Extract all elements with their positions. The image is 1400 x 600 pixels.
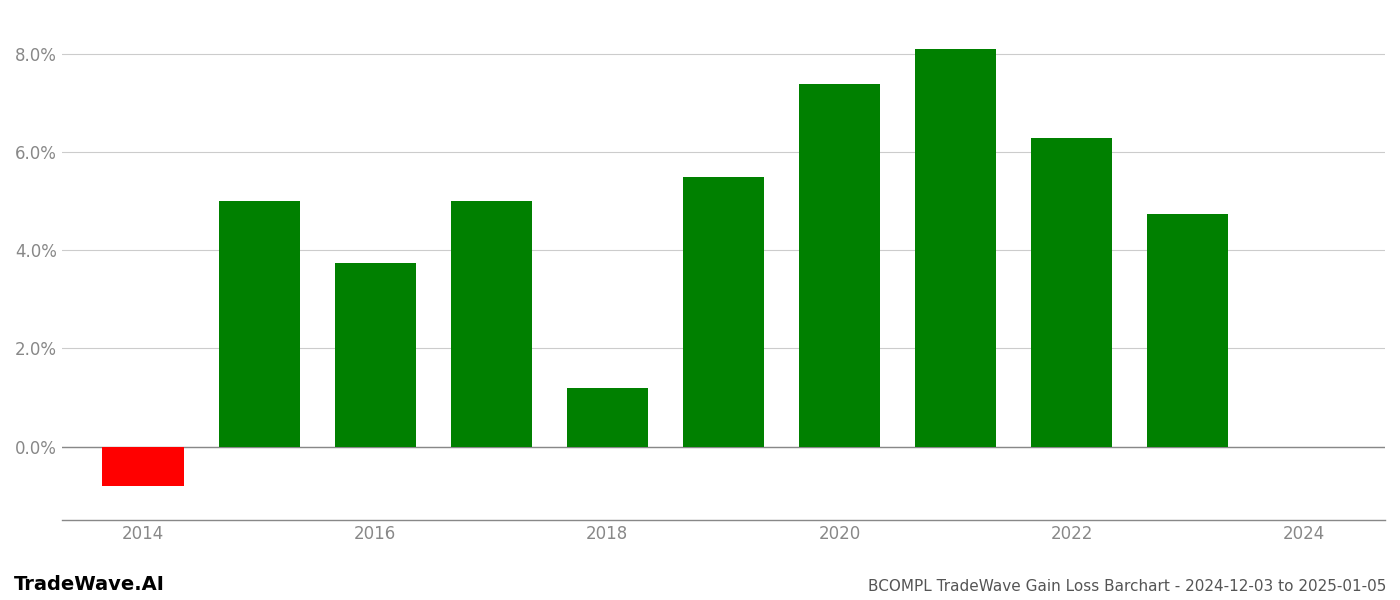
Bar [567,388,648,446]
Bar [1147,214,1228,446]
Text: TradeWave.AI: TradeWave.AI [14,575,165,594]
Bar [451,202,532,446]
Bar [218,202,300,446]
Bar [102,446,183,486]
Bar [916,49,997,446]
Text: BCOMPL TradeWave Gain Loss Barchart - 2024-12-03 to 2025-01-05: BCOMPL TradeWave Gain Loss Barchart - 20… [868,579,1386,594]
Bar [335,263,416,446]
Bar [799,83,881,446]
Bar [683,177,764,446]
Bar [1030,137,1112,446]
